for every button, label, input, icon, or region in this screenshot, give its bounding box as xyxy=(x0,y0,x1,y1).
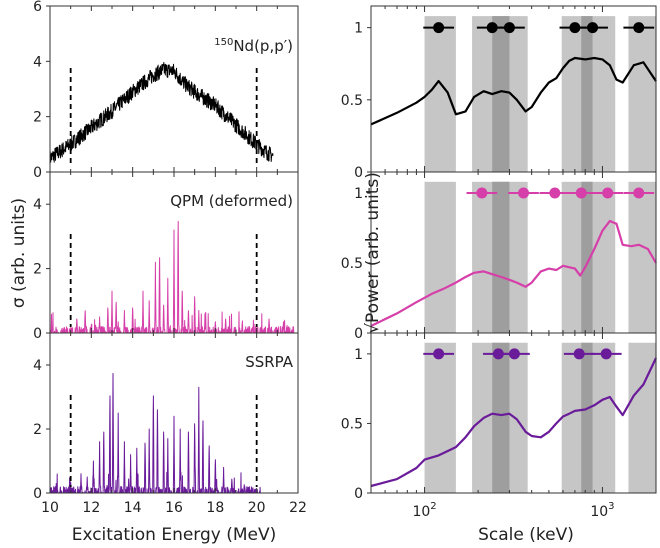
scale-marker xyxy=(433,22,445,34)
scale-marker xyxy=(486,22,498,34)
y-tick-label: 2 xyxy=(33,422,42,438)
power-curve xyxy=(370,357,657,488)
scale-marker xyxy=(600,348,612,360)
left-x-axis-label: Excitation Energy (MeV) xyxy=(72,525,277,545)
scale-marker xyxy=(573,348,585,360)
y-tick-label: 2 xyxy=(33,262,42,278)
scale-marker xyxy=(508,348,520,360)
panel-label: SSRPA xyxy=(245,353,294,371)
panel-label: QPM (deformed) xyxy=(170,192,293,210)
panel-label-text: Nd(p,p′) xyxy=(233,37,293,55)
scale-band xyxy=(424,181,456,333)
y-tick-label: 4 xyxy=(33,54,42,70)
scale-panel-0: 00.51 xyxy=(341,5,657,181)
y-tick-label: 0 xyxy=(354,165,363,181)
x-tick-label: 12 xyxy=(82,500,100,516)
scale-marker xyxy=(492,348,504,360)
scale-marker xyxy=(476,187,488,199)
energy-panel-2: 0 2 4 SSRPA xyxy=(33,332,299,502)
left-column: 0 2 4 6 150Nd(p,p′) 0 2 4 QPM (deformed) 0 2 4 SSRPA… xyxy=(33,0,307,516)
scale-panel-1: 00.51 xyxy=(341,171,657,342)
scale-band xyxy=(628,16,656,173)
panel-label: 150Nd(p,p′) xyxy=(214,37,293,55)
x-tick-label: 10 xyxy=(41,500,59,516)
scale-band xyxy=(424,16,456,173)
x-tick-label: 14 xyxy=(124,500,142,516)
scale-panel-2: 00.51 xyxy=(341,332,657,502)
y-tick-label: 4 xyxy=(33,197,42,213)
x-tick-label-base: 10 xyxy=(590,504,608,520)
power-curve xyxy=(370,219,657,327)
panel-label-superscript: 150 xyxy=(214,37,233,48)
spectrum-line xyxy=(49,373,261,494)
scale-marker xyxy=(518,187,530,199)
y-tick-label: 1 xyxy=(354,186,363,202)
y-tick-label: 0 xyxy=(33,486,42,502)
scale-marker xyxy=(575,187,587,199)
x-tick-label-base: 10 xyxy=(412,504,430,520)
x-tick-label-exponent: 3 xyxy=(608,501,614,512)
y-tick-label: 0 xyxy=(33,326,42,342)
x-tick-label: 22 xyxy=(289,500,307,516)
right-x-axis-label: Scale (keV) xyxy=(478,525,574,545)
y-tick-label: 0 xyxy=(354,326,363,342)
left-y-axis-label: σ (arb. units) xyxy=(9,198,29,308)
y-tick-label: 6 xyxy=(33,0,42,15)
x-tick-label: 16 xyxy=(165,500,183,516)
scale-marker xyxy=(433,348,445,360)
y-tick-label: 0.5 xyxy=(341,416,363,432)
y-tick-label: 0.5 xyxy=(341,256,363,272)
x-tick-label: 18 xyxy=(206,500,224,516)
panel-frame xyxy=(370,332,657,494)
scale-marker xyxy=(602,187,614,199)
scale-marker xyxy=(633,22,645,34)
energy-panel-1: 0 2 4 QPM (deformed) xyxy=(33,171,299,342)
scale-band-overlap xyxy=(492,342,510,493)
power-curve xyxy=(370,56,657,126)
scale-band-overlap xyxy=(492,181,510,333)
y-tick-label: 0 xyxy=(354,486,363,502)
right-y-axis-label: √Power (arb. units) xyxy=(363,172,383,334)
x-tick-label: 103 xyxy=(590,501,614,520)
y-tick-label: 1 xyxy=(354,347,363,363)
y-tick-label: 1 xyxy=(354,21,363,37)
scale-band-overlap xyxy=(581,16,593,173)
scale-marker xyxy=(503,22,515,34)
scale-marker xyxy=(587,22,599,34)
energy-panel-0: 0 2 4 6 150Nd(p,p′) xyxy=(33,0,299,181)
scale-marker xyxy=(633,187,645,199)
scale-band xyxy=(424,342,456,493)
x-tick-label: 102 xyxy=(412,501,436,520)
scale-marker xyxy=(549,187,561,199)
y-tick-label: 4 xyxy=(33,358,42,374)
scale-band-overlap xyxy=(581,342,593,493)
scale-band-overlap xyxy=(581,181,593,333)
y-tick-label: 0 xyxy=(33,165,42,181)
y-tick-label: 0.5 xyxy=(341,93,363,109)
spectrum-line xyxy=(49,62,274,166)
scale-band-overlap xyxy=(492,16,510,173)
x-tick-label: 20 xyxy=(248,500,266,516)
scale-marker xyxy=(569,22,581,34)
x-tick-label-exponent: 2 xyxy=(430,501,436,512)
y-tick-label: 2 xyxy=(33,110,42,126)
scale-band xyxy=(628,181,656,333)
